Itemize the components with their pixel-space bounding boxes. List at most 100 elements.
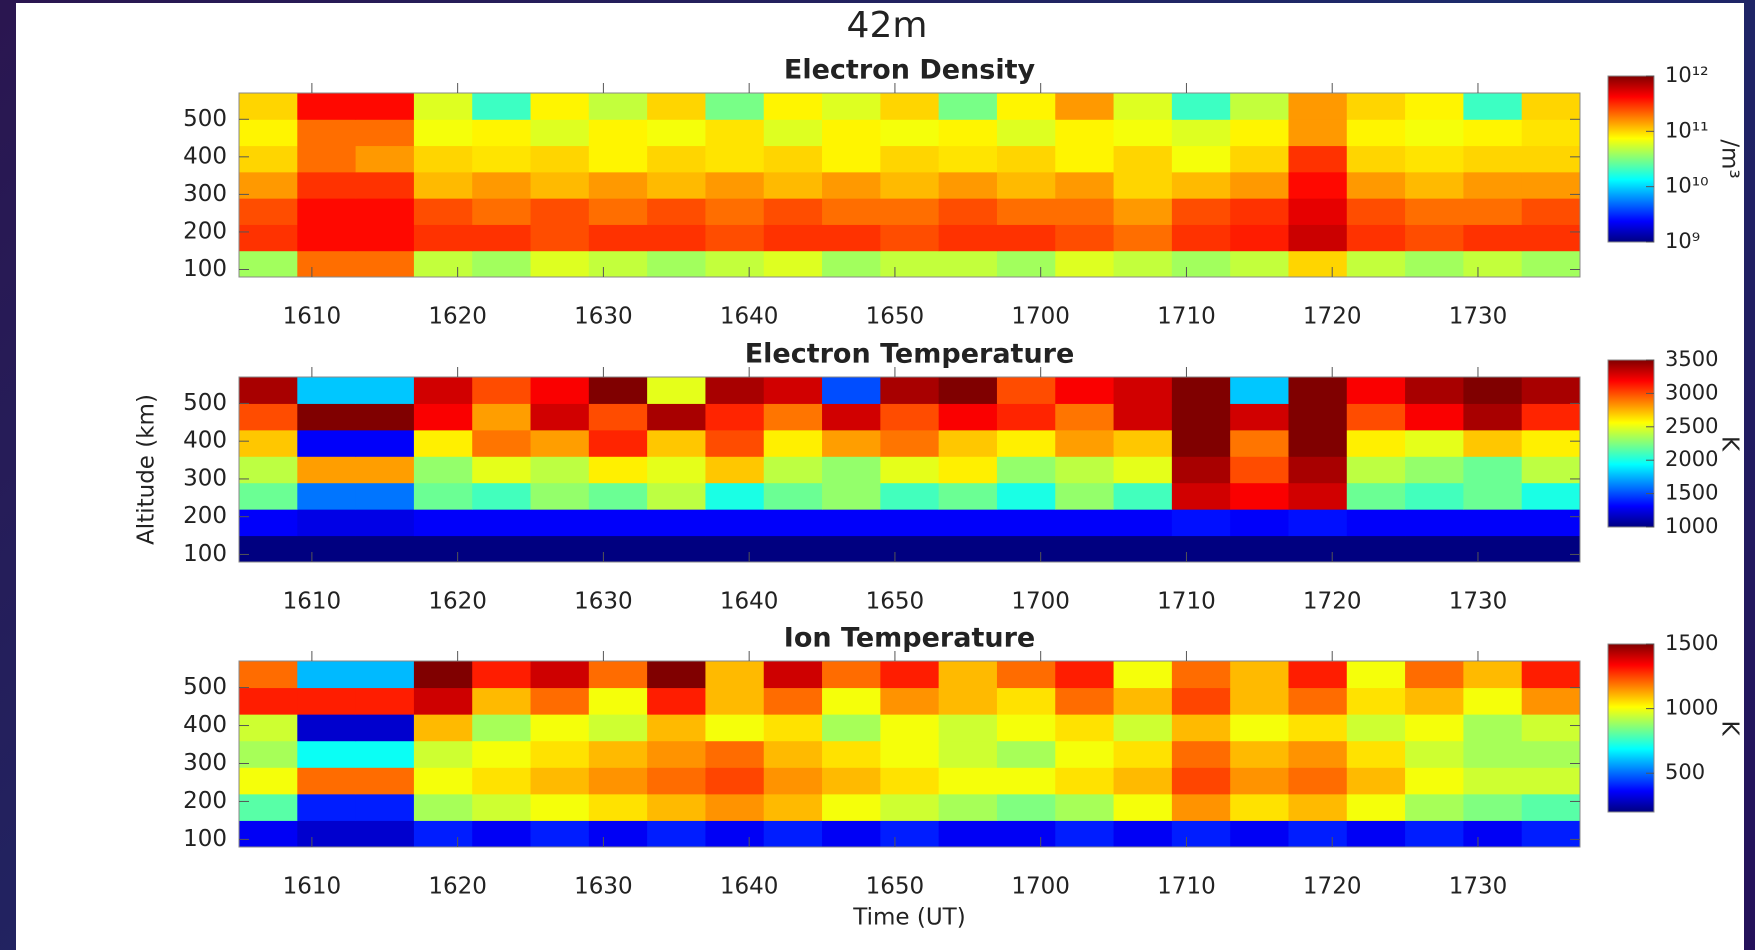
heatmap-cell (1113, 535, 1173, 563)
heatmap-cell (938, 793, 998, 821)
heatmap-cell (880, 535, 940, 563)
x-tick-label: 1620 (428, 874, 487, 900)
x-tick-label: 1650 (866, 304, 925, 330)
heatmap-cell (239, 250, 298, 278)
heatmap-cell (1055, 661, 1115, 689)
heatmap-cell (588, 661, 648, 689)
heatmap-cell (822, 661, 881, 689)
heatmap-cell (355, 171, 415, 199)
heatmap-cell (1230, 119, 1289, 147)
heatmap-cell (1288, 820, 1348, 848)
heatmap-cell (938, 687, 998, 715)
heatmap-cell (647, 661, 706, 689)
heatmap-cell (1521, 687, 1581, 715)
heatmap-cell (355, 198, 415, 225)
heatmap-cell (530, 250, 590, 278)
heatmap-cell (1346, 456, 1406, 484)
heatmap-cell (355, 820, 415, 848)
heatmap-cell (822, 93, 881, 120)
heatmap-cell (588, 224, 648, 252)
heatmap-cell (996, 535, 1056, 563)
heatmap-cell (413, 198, 473, 225)
heatmap-cell (297, 687, 357, 715)
heatmap-cell (1288, 687, 1348, 715)
heatmap-cell (1113, 793, 1173, 821)
x-tick-label: 1610 (283, 874, 342, 900)
y-tick-label: 400 (183, 143, 227, 169)
suptitle: 42m (847, 5, 928, 46)
heatmap-cell (472, 119, 532, 147)
heatmap-cell (647, 429, 706, 457)
heatmap-cell (1463, 429, 1523, 457)
heatmap-cell (588, 509, 648, 537)
heatmap-cell (1405, 119, 1464, 147)
heatmap-cell (1055, 119, 1115, 147)
heatmap-cell (822, 687, 881, 715)
heatmap-cell (1346, 93, 1406, 120)
heatmap-cell (996, 456, 1056, 484)
heatmap-cell (588, 250, 648, 278)
heatmap-cell (1463, 198, 1523, 225)
heatmap-cell (588, 198, 648, 225)
heatmap-cell (1230, 198, 1289, 225)
heatmap-cell (297, 820, 357, 848)
heatmap-cell (880, 119, 940, 147)
heatmap-cell (1463, 535, 1523, 563)
heatmap-cell (1346, 250, 1406, 278)
heatmap-cell (1405, 482, 1464, 510)
heatmap-cell (297, 224, 357, 252)
heatmap-cell (822, 377, 881, 404)
heatmap-cell (355, 793, 415, 821)
heatmap-cell (705, 714, 765, 742)
heatmap-cell (472, 714, 532, 742)
heatmap-cell (530, 793, 590, 821)
heatmap-cell (239, 93, 298, 120)
heatmap-cell (763, 740, 823, 768)
heatmap-cell (1521, 482, 1581, 510)
heatmap-cell (822, 403, 881, 431)
heatmap-cell (1346, 535, 1406, 563)
heatmap-cell (763, 119, 823, 147)
heatmap-cell (1171, 535, 1231, 563)
heatmap-cell (1230, 661, 1289, 689)
y-tick-label: 100 (183, 541, 227, 567)
y-tick-label: 200 (183, 218, 227, 244)
heatmap-cell (1463, 714, 1523, 742)
heatmap-cell (1230, 403, 1289, 431)
colorbar (1607, 643, 1655, 813)
heatmap-cell (1405, 687, 1464, 715)
heatmap-cell (938, 820, 998, 848)
heatmap-cell (472, 198, 532, 225)
heatmap-cell (822, 250, 881, 278)
heatmap-cell (588, 793, 648, 821)
heatmap-cell (588, 145, 648, 173)
heatmap-cell (822, 429, 881, 457)
heatmap-cell (705, 661, 765, 689)
heatmap-cell (880, 767, 940, 795)
heatmap-cell (1288, 93, 1348, 120)
heatmap-cell (705, 687, 765, 715)
heatmap-cell (1171, 145, 1231, 173)
heatmap-cell (1055, 714, 1115, 742)
heatmap-cell (938, 224, 998, 252)
heatmap-cell (1405, 429, 1464, 457)
heatmap-cell (705, 377, 765, 404)
colorbar-tick-label: 2500 (1665, 414, 1718, 438)
heatmap-cell (297, 429, 357, 457)
heatmap-cell (1521, 250, 1581, 278)
heatmap-cell (1230, 767, 1289, 795)
heatmap-cell (1463, 687, 1523, 715)
heatmap-cell (996, 171, 1056, 199)
heatmap-cell (297, 456, 357, 484)
heatmap-cell (1171, 714, 1231, 742)
heatmap-cell (355, 456, 415, 484)
heatmap-cell (588, 535, 648, 563)
heatmap-cell (822, 714, 881, 742)
x-tick-label: 1630 (574, 589, 633, 615)
heatmap-cell (938, 119, 998, 147)
heatmap-cell (355, 535, 415, 563)
colorbar-label: /m³ (1717, 139, 1743, 178)
heatmap-cell (1171, 820, 1231, 848)
heatmap-cell (355, 767, 415, 795)
